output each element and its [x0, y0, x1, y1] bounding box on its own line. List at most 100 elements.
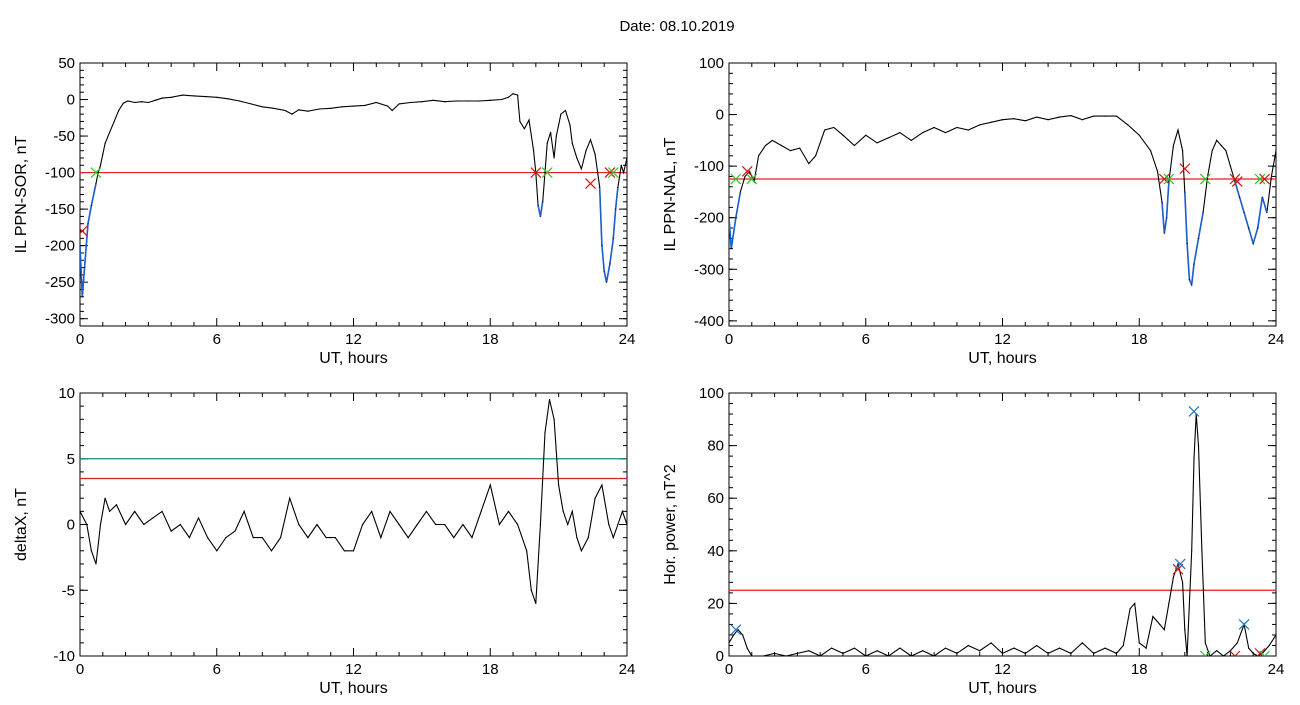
x-tick-label: 24 [619, 331, 636, 348]
data-point [979, 650, 981, 652]
series-below-threshold [1252, 227, 1259, 244]
data-point [99, 164, 102, 166]
event-marker [1179, 163, 1191, 175]
data-point [364, 104, 366, 106]
x-tick-label: 18 [482, 661, 499, 678]
data-point [1177, 129, 1179, 131]
data-point [140, 101, 143, 103]
x-tick-label: 12 [345, 331, 362, 348]
y-tick-label: 0 [716, 648, 724, 665]
x-tick-label: 18 [1131, 331, 1148, 348]
data-point [555, 135, 557, 137]
data-point [1122, 644, 1124, 647]
data-point [567, 523, 569, 526]
data-point [80, 245, 81, 247]
data-point [853, 144, 855, 147]
data-point [1145, 647, 1147, 649]
data-point [489, 99, 491, 101]
data-point [375, 101, 377, 104]
data-point [1081, 642, 1083, 644]
series-below-threshold [1234, 181, 1241, 198]
data-point [585, 150, 587, 152]
event-marker [1238, 619, 1250, 630]
data-point [1209, 655, 1211, 656]
y-tick-label: -50 [53, 128, 75, 145]
data-point [161, 97, 163, 99]
series-below-threshold [1163, 217, 1168, 234]
series-below-threshold [1184, 191, 1188, 244]
y-tick-label: 100 [699, 385, 724, 402]
data-point [922, 650, 924, 652]
x-tick-label: 18 [1131, 661, 1148, 678]
data-point [95, 563, 97, 565]
data-point [528, 119, 530, 121]
data-point [80, 510, 81, 512]
data-point [830, 647, 833, 649]
data-point [1070, 115, 1072, 117]
data-point [979, 124, 981, 126]
data-point [1216, 139, 1218, 141]
series-below-threshold [539, 201, 544, 217]
data-point [298, 523, 300, 526]
data-point [1270, 175, 1273, 178]
x-tick-label: 6 [862, 331, 870, 348]
data-point [612, 537, 614, 539]
plot-area [80, 398, 627, 605]
data-point [1168, 181, 1170, 183]
data-point [243, 510, 245, 512]
data-point [197, 517, 200, 519]
data-point [739, 191, 741, 193]
x-tick-label: 0 [725, 661, 733, 678]
data-point [387, 105, 389, 107]
y-axis-label: IL PPN-NAL, nT [662, 137, 679, 251]
data-point [425, 510, 428, 512]
chart-deltax: 0 6 12 18 24 -10 -5 0 5 10 UT, hours deltaX, nT [13, 385, 635, 697]
data-point [553, 157, 555, 159]
data-point [124, 523, 127, 526]
data-point [179, 523, 181, 526]
data-point [238, 100, 241, 102]
data-point [1036, 116, 1038, 118]
data-point [601, 245, 603, 247]
data-point [824, 129, 826, 131]
data-point [819, 655, 821, 656]
data-point [833, 126, 835, 129]
data-point [341, 106, 343, 108]
data-point [1202, 211, 1204, 214]
data-point [1104, 115, 1106, 117]
data-point [1138, 134, 1140, 136]
x-tick-label: 24 [1268, 661, 1285, 678]
data-point [434, 523, 437, 526]
data-point [207, 537, 209, 539]
plot-frame [728, 62, 1277, 327]
data-point [316, 523, 318, 526]
data-point [113, 120, 115, 123]
y-tick-label: 0 [67, 517, 75, 534]
data-point [1093, 115, 1095, 117]
x-axis-label: UT, hours [968, 350, 1036, 367]
data-point [127, 100, 129, 102]
data-point [560, 113, 562, 115]
y-tick-label: -400 [694, 313, 724, 330]
series-below-threshold [1256, 196, 1264, 229]
data-point [1138, 642, 1140, 644]
data-point [95, 182, 97, 185]
y-tick-label: 20 [707, 595, 724, 612]
y-tick-label: -100 [694, 158, 724, 175]
data-point [1024, 652, 1026, 654]
data-point [343, 550, 345, 552]
data-point [432, 99, 434, 101]
data-point [134, 101, 136, 104]
data-point [398, 523, 400, 526]
data-point [544, 431, 546, 434]
data-point [550, 131, 552, 134]
data-point [1168, 602, 1170, 605]
data-point [1193, 458, 1195, 460]
data-point [1204, 642, 1206, 644]
series-line [729, 115, 1276, 287]
data-point [615, 208, 617, 210]
event-marker [730, 173, 742, 185]
data-point [1070, 652, 1072, 654]
data-point [558, 484, 560, 486]
data-point [99, 523, 102, 526]
